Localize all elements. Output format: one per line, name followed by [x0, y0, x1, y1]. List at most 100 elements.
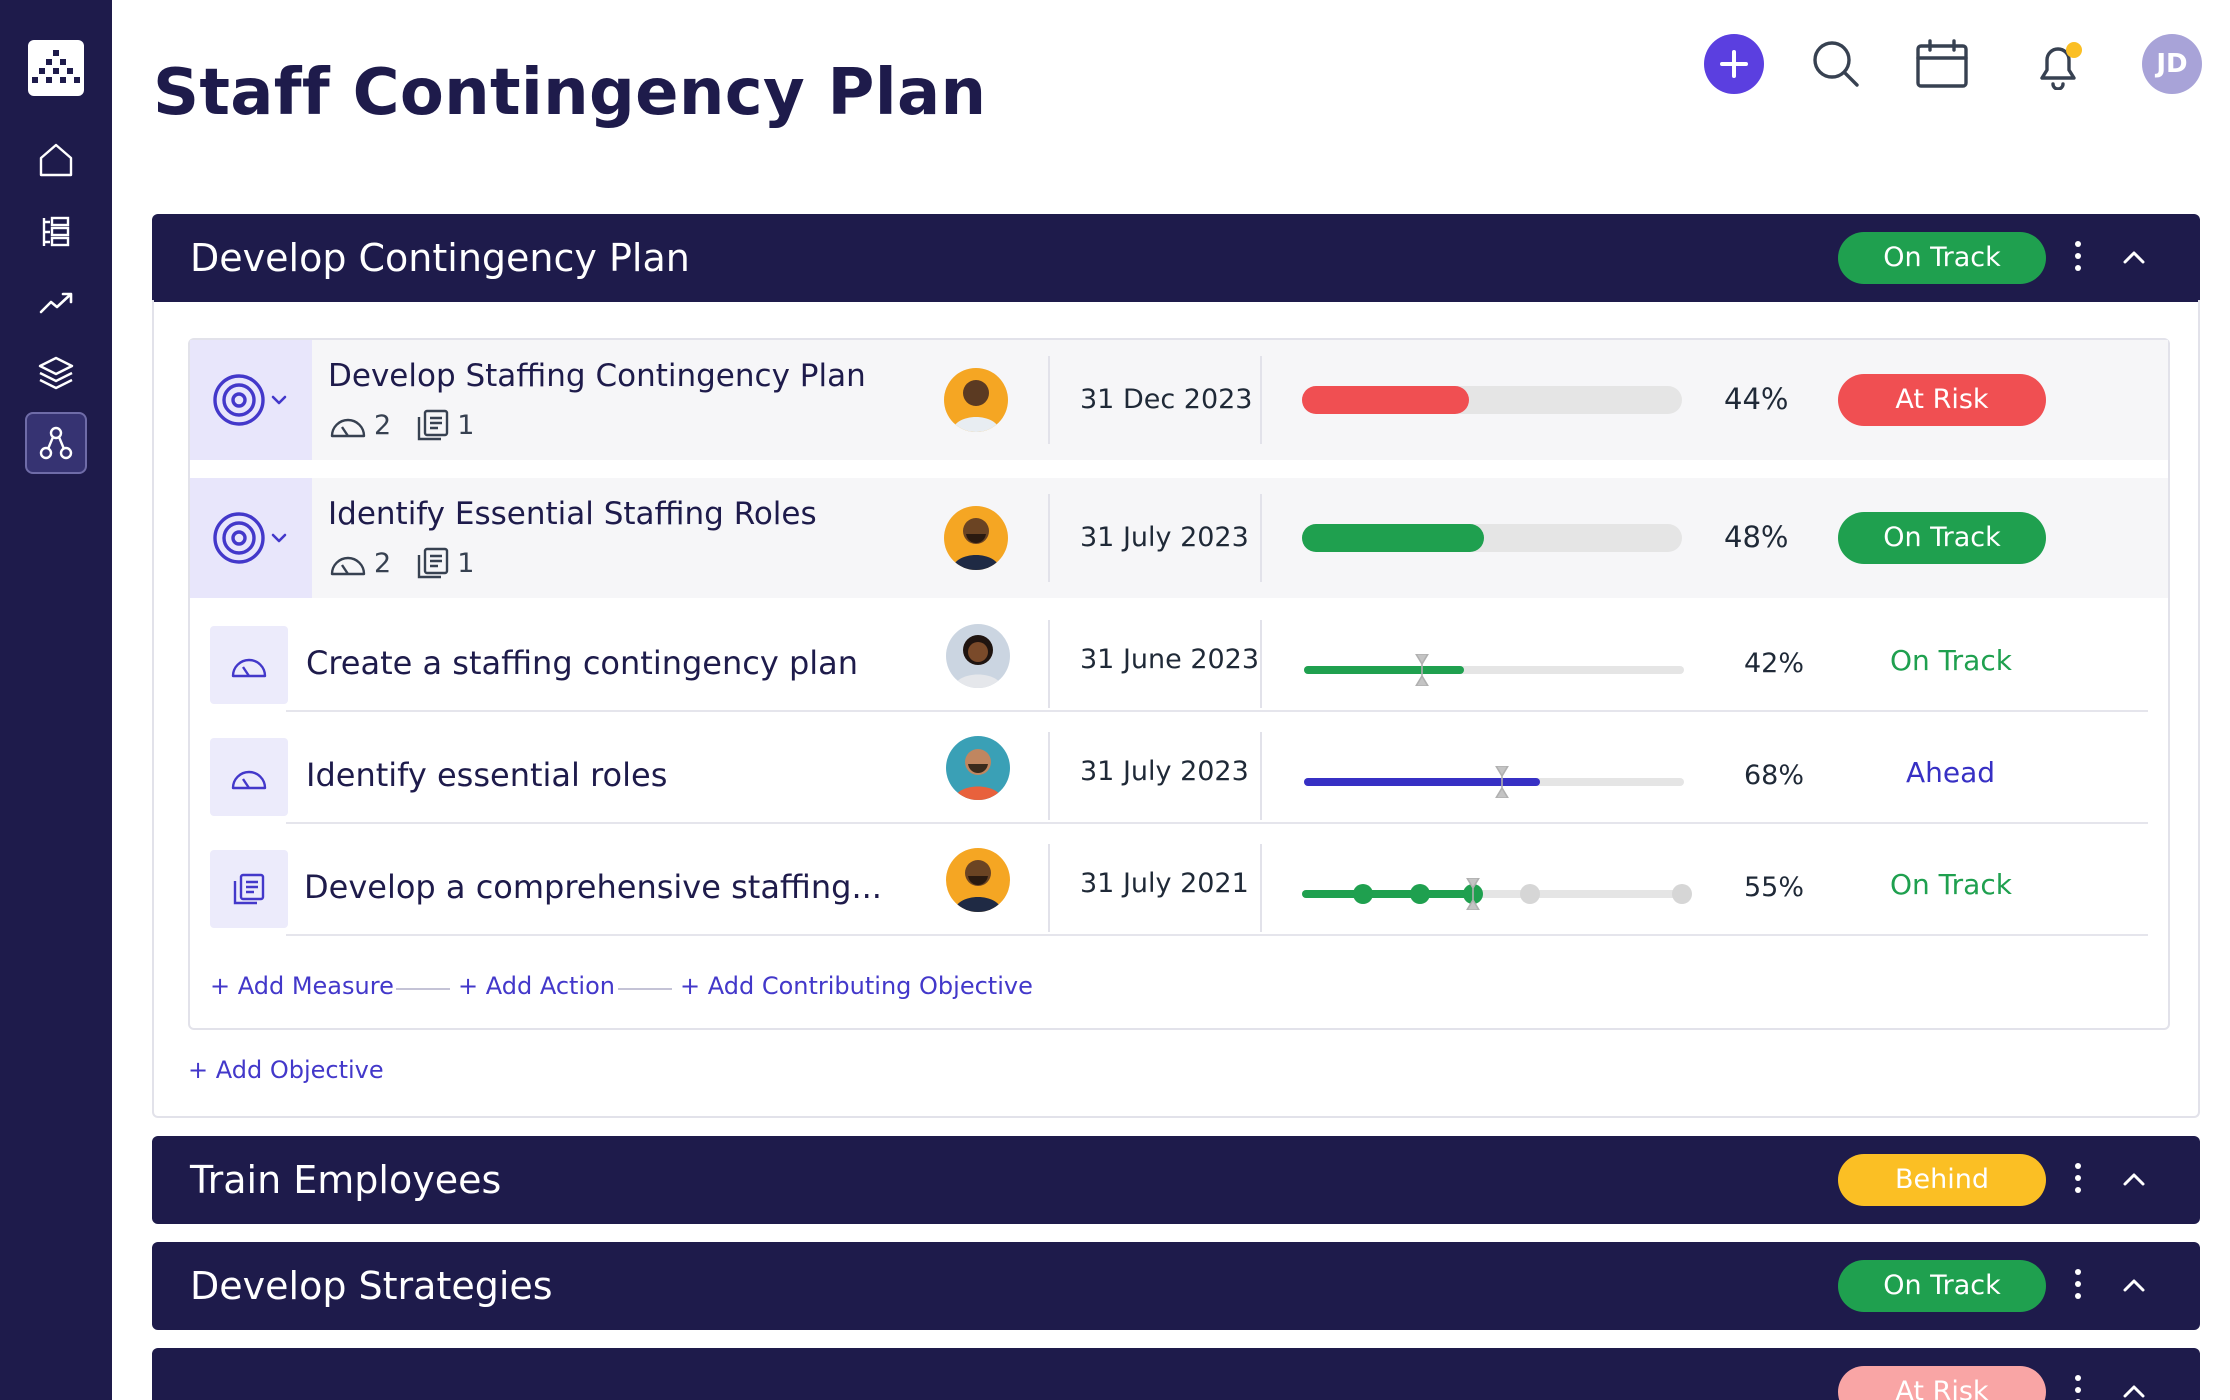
- home-icon[interactable]: [30, 134, 82, 186]
- avatar: [944, 368, 1008, 432]
- status-text: On Track: [1890, 644, 2012, 677]
- milestone-dot: [1520, 884, 1540, 904]
- hierarchy-icon[interactable]: [25, 412, 87, 474]
- objective-target-icon[interactable]: [190, 340, 312, 460]
- divider: [1260, 494, 1262, 582]
- measure-row[interactable]: Identify essential roles 31 July 2023 68…: [190, 712, 2168, 824]
- status-badge: Behind: [1838, 1154, 2046, 1206]
- more-options-icon[interactable]: [2066, 238, 2090, 278]
- measure-count: 2: [374, 547, 392, 579]
- measure-row[interactable]: Create a staffing contingency plan 31 Ju…: [190, 600, 2168, 712]
- progress-fill: [1302, 386, 1470, 414]
- status-badge: On Track: [1838, 512, 2046, 564]
- layers-icon[interactable]: [30, 346, 82, 398]
- measure-count: 2: [374, 409, 392, 441]
- milestone-dot: [1672, 884, 1692, 904]
- divider: [1048, 494, 1050, 582]
- more-options-icon[interactable]: [2066, 1160, 2090, 1200]
- divider: [1048, 620, 1050, 708]
- gauge-icon[interactable]: [210, 626, 288, 704]
- gauge-icon: [330, 418, 366, 438]
- progress-percent: 68%: [1744, 760, 1805, 791]
- sidebar: [0, 0, 112, 1400]
- user-avatar[interactable]: JD: [2142, 34, 2202, 94]
- group-header[interactable]: Develop Contingency Plan On Track: [152, 214, 2200, 302]
- progress-percent: 44%: [1724, 382, 1789, 416]
- objective-title: Develop Staffing Contingency Plan: [328, 358, 866, 394]
- row-divider: [286, 822, 2148, 824]
- action-title: Develop a comprehensive staffing...: [304, 868, 882, 906]
- action-row[interactable]: Develop a comprehensive staffing... 31 J…: [190, 824, 2168, 936]
- group-title: Train Employees: [190, 1158, 502, 1202]
- chevron-up-icon[interactable]: [2118, 1270, 2150, 1302]
- status-badge: At Risk: [1838, 374, 2046, 426]
- milestone-dot: [1352, 884, 1373, 904]
- objectives-card: Develop Staffing Contingency Plan 2 1 31…: [188, 338, 2170, 1030]
- action-count: 1: [457, 547, 475, 579]
- search-icon[interactable]: [1806, 34, 1866, 94]
- divider: [1260, 356, 1262, 444]
- chevron-up-icon[interactable]: [2118, 1376, 2150, 1400]
- avatar: [946, 736, 1010, 800]
- divider: [1260, 844, 1262, 932]
- group-header[interactable]: Train Employees Behind: [152, 1136, 2200, 1224]
- progress-bar: [1304, 666, 1684, 674]
- logo-dots-icon[interactable]: [28, 40, 84, 96]
- progress-bar: [1302, 386, 1682, 414]
- calendar-icon[interactable]: [1912, 34, 1972, 94]
- objective-meta: 2 1: [328, 408, 498, 442]
- link-separator: [618, 988, 672, 990]
- list-tree-icon[interactable]: [30, 206, 82, 258]
- document-icon: [417, 409, 449, 441]
- link-separator: [396, 988, 450, 990]
- objective-meta: 2 1: [328, 546, 498, 580]
- more-options-icon[interactable]: [2066, 1266, 2090, 1306]
- objective-row[interactable]: Develop Staffing Contingency Plan 2 1 31…: [190, 340, 2168, 460]
- target-marker-icon: [1494, 766, 1509, 798]
- target-marker-icon: [1466, 878, 1480, 910]
- objective-date: 31 July 2023: [1080, 522, 1249, 553]
- gauge-icon[interactable]: [210, 738, 288, 816]
- objective-date: 31 Dec 2023: [1080, 384, 1253, 415]
- document-icon[interactable]: [210, 850, 288, 928]
- group-header[interactable]: At Risk: [152, 1348, 2200, 1400]
- status-badge: On Track: [1838, 1260, 2046, 1312]
- add-measure-link[interactable]: + Add Measure: [210, 972, 394, 1000]
- progress-fill: [1304, 666, 1464, 674]
- add-objective-link[interactable]: + Add Objective: [188, 1056, 384, 1084]
- divider: [1048, 844, 1050, 932]
- objective-target-icon[interactable]: [190, 478, 312, 598]
- status-badge: At Risk: [1838, 1366, 2046, 1400]
- objective-title: Identify Essential Staffing Roles: [328, 496, 817, 532]
- measure-date: 31 June 2023: [1080, 644, 1260, 675]
- status-text: On Track: [1890, 868, 2012, 901]
- progress-percent: 48%: [1724, 520, 1789, 554]
- milestone-dot: [1409, 884, 1430, 904]
- divider: [1048, 356, 1050, 444]
- chevron-up-icon[interactable]: [2118, 242, 2150, 274]
- divider: [1260, 620, 1262, 708]
- add-contributing-objective-link[interactable]: + Add Contributing Objective: [680, 972, 1033, 1000]
- group-header[interactable]: Develop Strategies On Track: [152, 1242, 2200, 1330]
- measure-date: 31 July 2023: [1080, 756, 1249, 787]
- measure-title: Identify essential roles: [306, 756, 668, 794]
- bell-icon[interactable]: [2028, 34, 2088, 94]
- progress-bar: [1304, 778, 1684, 786]
- progress-bar: [1302, 524, 1682, 552]
- page-title: Staff Contingency Plan: [153, 56, 987, 130]
- gauge-icon: [330, 556, 366, 576]
- progress-fill: [1302, 890, 1473, 898]
- trend-up-icon[interactable]: [30, 276, 82, 328]
- add-icon[interactable]: [1704, 34, 1764, 94]
- progress-percent: 42%: [1744, 648, 1805, 679]
- target-marker-icon: [1414, 654, 1429, 686]
- more-options-icon[interactable]: [2066, 1372, 2090, 1400]
- divider: [1260, 732, 1262, 820]
- milestone-progress-bar: [1302, 890, 1682, 898]
- measure-title: Create a staffing contingency plan: [306, 644, 859, 682]
- progress-fill: [1304, 778, 1540, 786]
- add-action-link[interactable]: + Add Action: [458, 972, 615, 1000]
- chevron-up-icon[interactable]: [2118, 1164, 2150, 1196]
- objective-row[interactable]: Identify Essential Staffing Roles 2 1 31…: [190, 478, 2168, 598]
- avatar: [946, 624, 1010, 688]
